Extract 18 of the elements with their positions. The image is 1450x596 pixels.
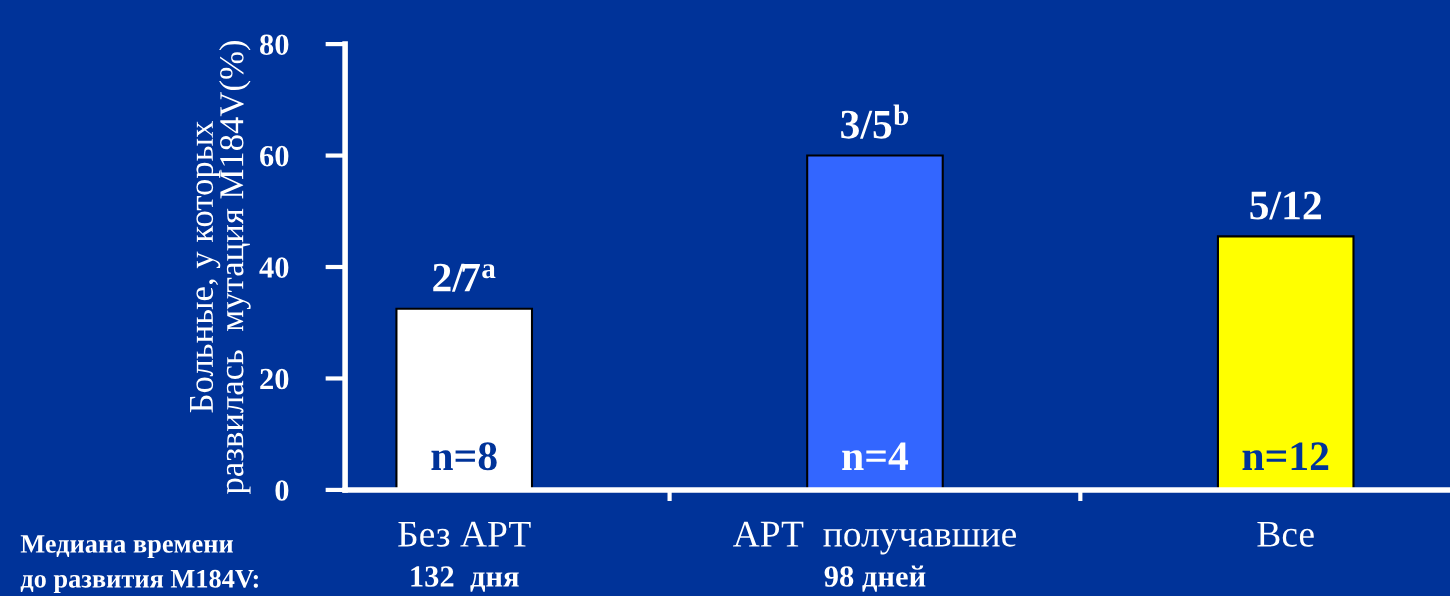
y-tick-label: 40 [259, 257, 289, 278]
text: 98 дней [824, 565, 926, 592]
text: Медиана времени до развития M184V: [20, 535, 258, 594]
annotation: n=12 [1242, 442, 1329, 470]
annotation: 3/5$^{b}$ [841, 104, 909, 139]
x-tick-label: Без АРТ [398, 521, 531, 547]
text: 132 дня [411, 566, 519, 592]
annotation: 2/7$^{a}$ [433, 263, 496, 292]
annotation: n=4 [842, 442, 909, 470]
annotation: 5/12 [1250, 191, 1321, 220]
x-tick-label: АРТ получавшие [733, 521, 1016, 555]
annotation: n=8 [431, 442, 497, 471]
y-tick-label: 20 [260, 368, 289, 390]
x-tick-label: Все [1257, 521, 1314, 547]
y-tick-label: 80 [260, 34, 289, 56]
y-axis-title: Больные, у которых развилась мутация M184V(%) [190, 41, 251, 494]
y-tick-label: 0 [275, 480, 289, 501]
y-tick-label: 60 [260, 145, 289, 167]
